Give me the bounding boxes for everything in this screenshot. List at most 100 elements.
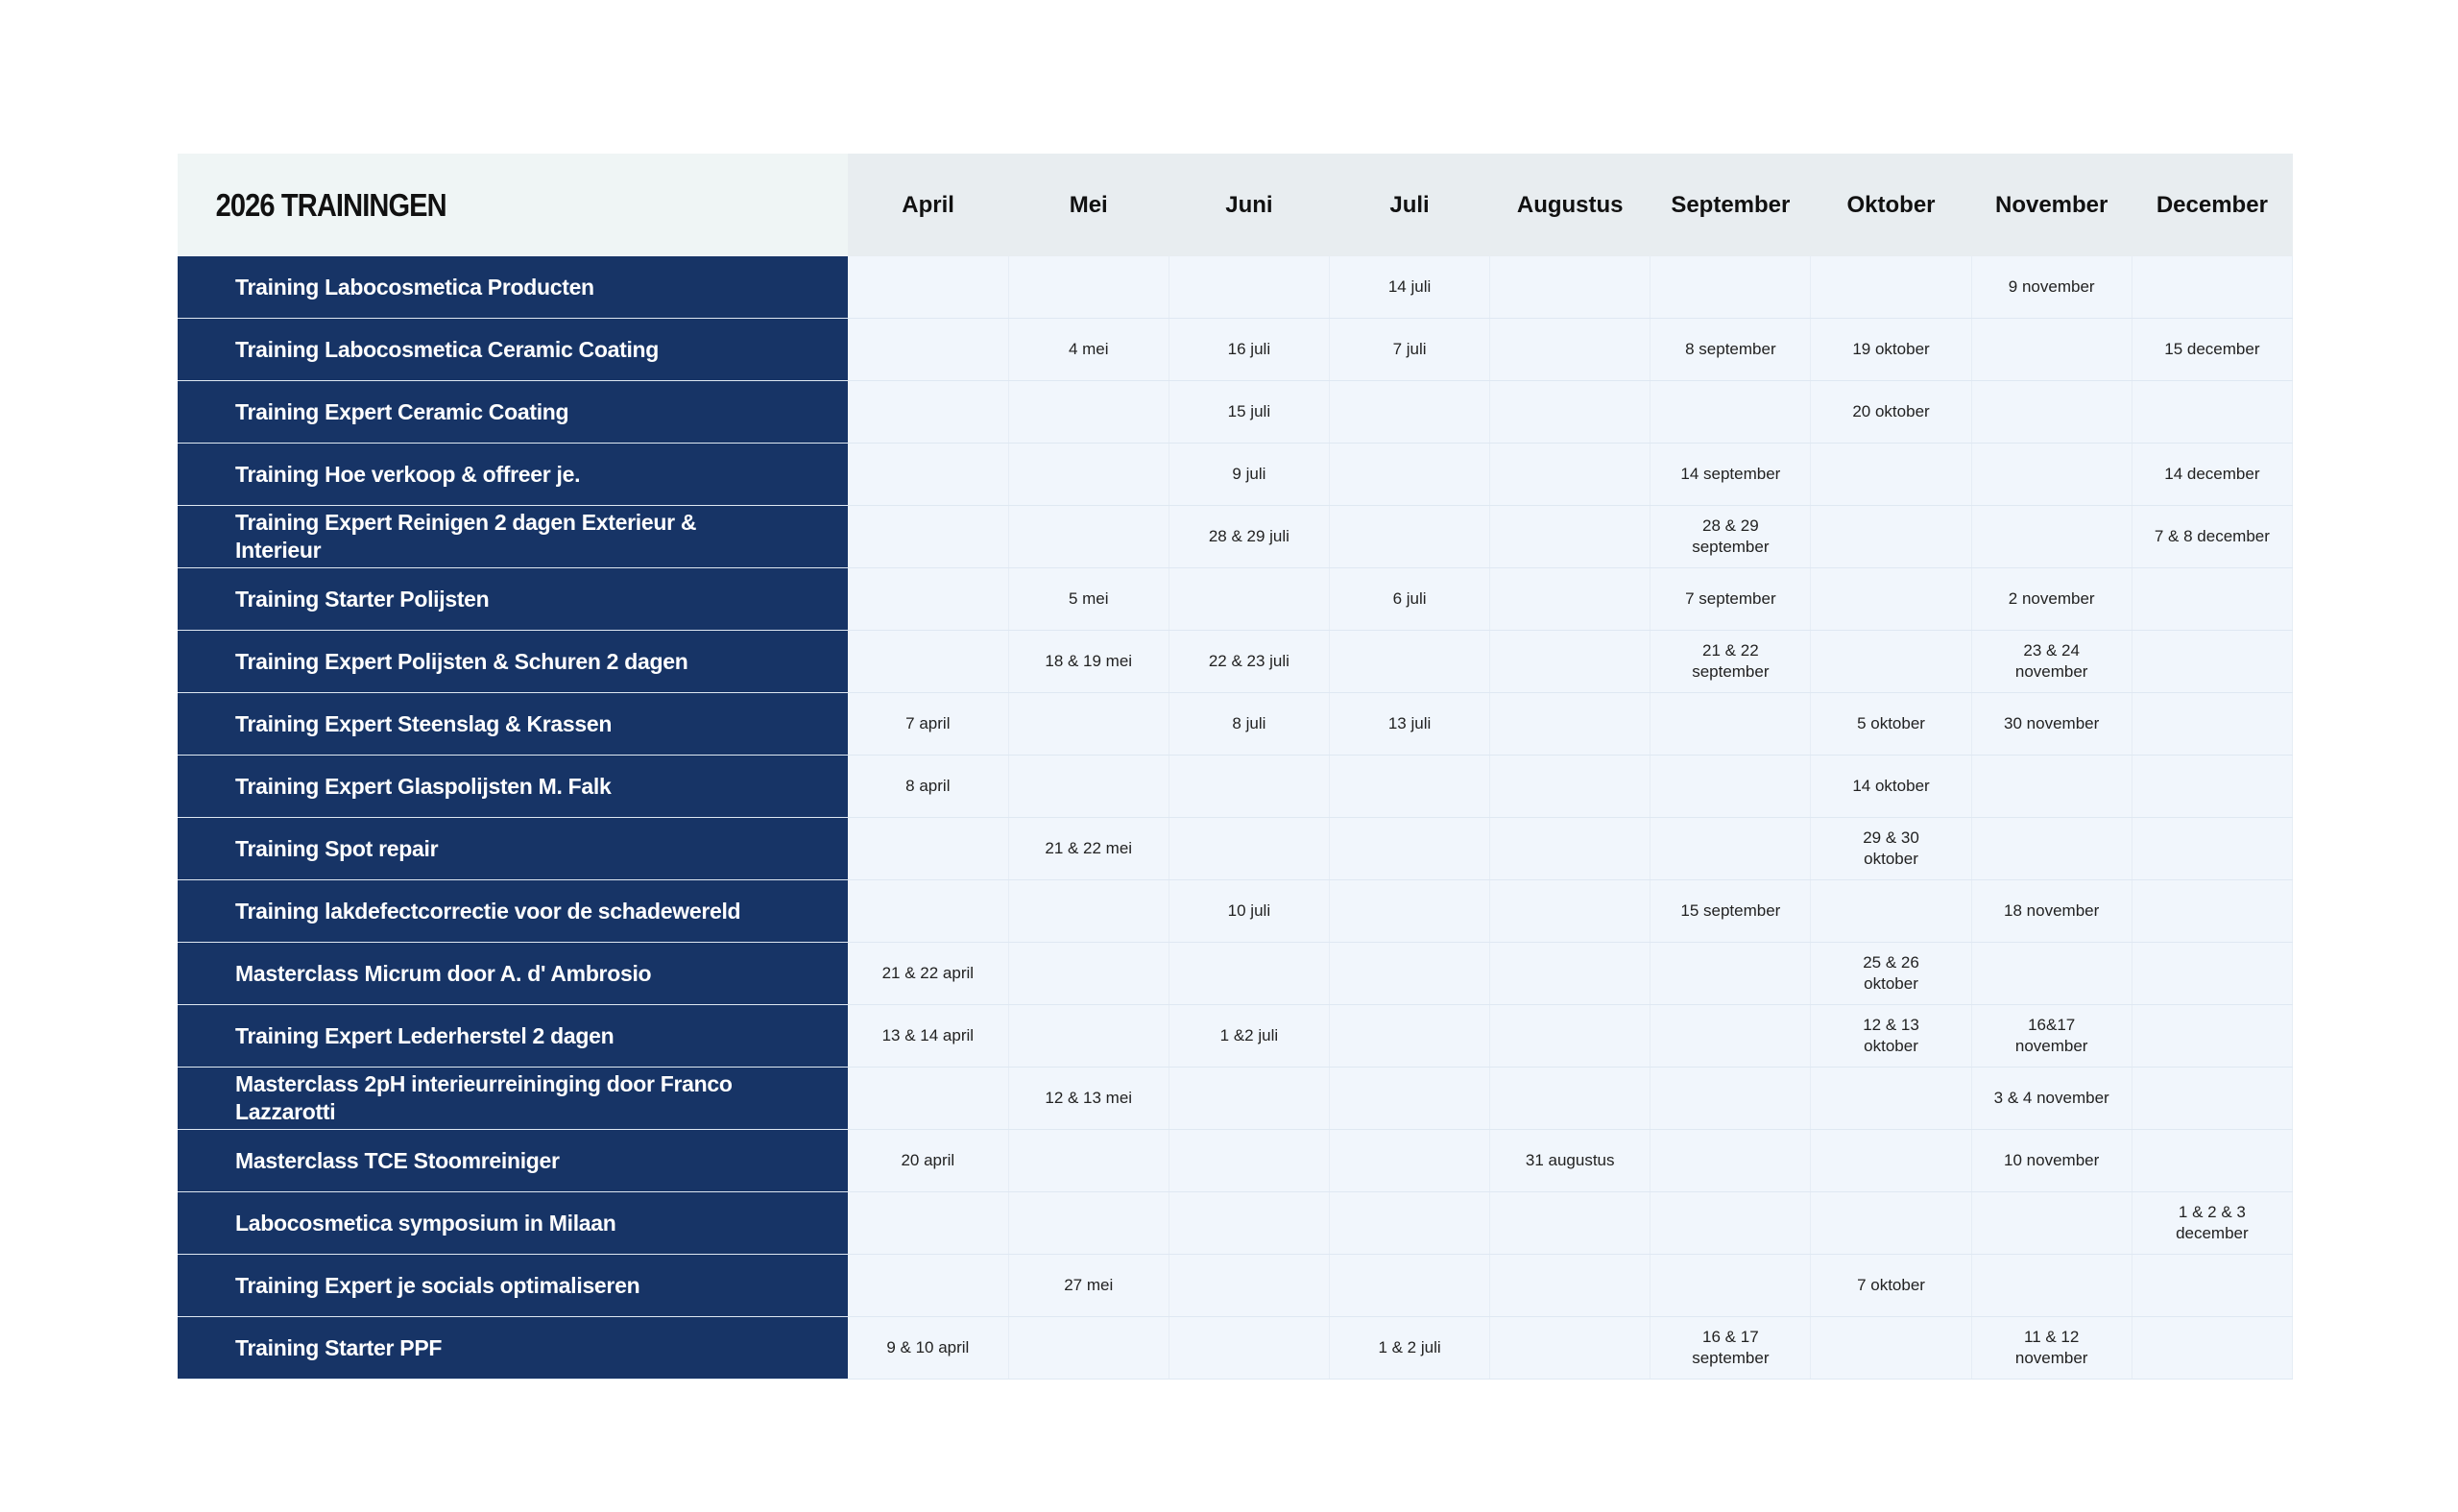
date-cell xyxy=(1489,755,1651,818)
date-cell: 15 september xyxy=(1650,879,1812,943)
date-cell: 14 december xyxy=(2132,443,2294,506)
date-cell xyxy=(848,380,1009,444)
date-cell: 10 november xyxy=(1971,1129,2133,1192)
training-name: Training Expert Glaspolijsten M. Falk xyxy=(235,773,612,799)
date-cell: 13 & 14 april xyxy=(848,1004,1009,1068)
date-cell: 25 & 26 oktober xyxy=(1810,942,1972,1005)
date-cell xyxy=(1650,1254,1812,1317)
date-value: 20 oktober xyxy=(1852,402,1930,420)
date-cell xyxy=(1971,380,2133,444)
training-name-cell: Masterclass 2pH interieurreininging door… xyxy=(178,1067,848,1130)
date-cell xyxy=(2132,755,2294,818)
training-name-cell: Training Expert Polijsten & Schuren 2 da… xyxy=(178,630,848,693)
training-name-cell: Training Hoe verkoop & offreer je. xyxy=(178,443,848,506)
table-row: Training Expert Polijsten & Schuren 2 da… xyxy=(178,630,2294,693)
date-cell xyxy=(2132,1067,2294,1130)
training-name: Training Starter Polijsten xyxy=(235,586,490,612)
date-cell xyxy=(848,817,1009,880)
date-cell xyxy=(1329,505,1491,568)
date-cell xyxy=(1971,942,2133,1005)
table-row: Training lakdefectcorrectie voor de scha… xyxy=(178,879,2294,943)
date-cell: 28 & 29 juli xyxy=(1169,505,1330,568)
month-header-augustus: Augustus xyxy=(1489,154,1651,256)
date-cell xyxy=(1169,942,1330,1005)
date-cell xyxy=(2132,1129,2294,1192)
date-cell xyxy=(1810,1316,1972,1380)
training-name: Masterclass TCE Stoomreiniger xyxy=(235,1147,560,1173)
table-row: Training Expert Glaspolijsten M. Falk 8 a… xyxy=(178,755,2294,818)
date-cell xyxy=(1810,256,1972,319)
date-cell xyxy=(1650,1004,1812,1068)
training-name: Training Expert je socials optimaliseren xyxy=(235,1272,640,1298)
training-name: Training lakdefectcorrectie voor de scha… xyxy=(235,898,741,924)
date-value: 2 november xyxy=(2008,589,2095,608)
date-cell: 28 & 29 september xyxy=(1650,505,1812,568)
date-cell xyxy=(1489,567,1651,631)
date-cell xyxy=(1489,1191,1651,1255)
training-name: Training Expert Ceramic Coating xyxy=(235,398,569,424)
date-value: 13 & 14 april xyxy=(881,1026,975,1044)
date-cell xyxy=(1489,1004,1651,1068)
date-value: 21 & 22 mei xyxy=(1045,839,1133,857)
date-cell: 9 & 10 april xyxy=(848,1316,1009,1380)
table-row: Training Expert je socials optimaliseren… xyxy=(178,1254,2294,1317)
date-cell xyxy=(1650,942,1812,1005)
date-cell xyxy=(1489,1254,1651,1317)
table-title: 2026 TRAININGEN xyxy=(215,186,447,223)
date-cell: 7 & 8 december xyxy=(2132,505,2294,568)
date-cell xyxy=(1810,879,1972,943)
date-cell xyxy=(1489,256,1651,319)
table-row: Masterclass TCE Stoomreiniger 20 april 31 … xyxy=(178,1129,2294,1192)
date-cell: 13 juli xyxy=(1329,692,1491,756)
date-cell xyxy=(848,1254,1009,1317)
training-name-cell: Training Starter PPF xyxy=(178,1316,848,1380)
date-cell xyxy=(1169,755,1330,818)
date-cell xyxy=(1329,879,1491,943)
date-cell xyxy=(2132,692,2294,756)
date-cell xyxy=(1810,567,1972,631)
date-cell: 31 augustus xyxy=(1489,1129,1651,1192)
training-name: Training Expert Steenslag & Krassen xyxy=(235,710,613,736)
date-cell: 16 & 17 september xyxy=(1650,1316,1812,1380)
date-value: 4 mei xyxy=(1068,340,1109,358)
table-body: Training Labocosmetica Producten 14 juli 9… xyxy=(178,256,2294,1380)
date-value: 10 juli xyxy=(1227,901,1271,920)
table-row: Training Hoe verkoop & offreer je. 9 juli… xyxy=(178,443,2294,506)
date-value: 10 november xyxy=(2004,1151,2100,1169)
date-value: 12 & 13 mei xyxy=(1045,1089,1133,1107)
date-cell xyxy=(2132,380,2294,444)
date-cell xyxy=(1329,1004,1491,1068)
date-cell: 14 oktober xyxy=(1810,755,1972,818)
date-cell: 1 & 2 & 3 december xyxy=(2132,1191,2294,1255)
date-cell xyxy=(1489,879,1651,943)
date-cell xyxy=(1810,443,1972,506)
training-name-cell: Training Labocosmetica Ceramic Coating xyxy=(178,318,848,381)
month-header-september: September xyxy=(1650,154,1811,256)
date-cell xyxy=(1489,318,1651,381)
date-cell xyxy=(2132,256,2294,319)
date-cell xyxy=(1810,1067,1972,1130)
date-cell xyxy=(1489,942,1651,1005)
date-value: 6 juli xyxy=(1392,589,1427,608)
date-cell xyxy=(1329,755,1491,818)
training-name: Training Labocosmetica Producten xyxy=(235,274,594,300)
date-value: 23 & 24 november xyxy=(2014,641,2088,681)
date-value: 27 mei xyxy=(1064,1276,1114,1294)
training-name-cell: Training Expert Lederherstel 2 dagen xyxy=(178,1004,848,1068)
date-cell: 14 juli xyxy=(1329,256,1491,319)
date-cell: 16&17 november xyxy=(1971,1004,2133,1068)
date-cell: 7 april xyxy=(848,692,1009,756)
date-cell xyxy=(2132,567,2294,631)
date-cell: 12 & 13 oktober xyxy=(1810,1004,1972,1068)
training-schedule-table: 2026 TRAININGEN April Mei Juni Juli Augustus… xyxy=(178,154,2294,1380)
date-cell: 5 oktober xyxy=(1810,692,1972,756)
date-cell xyxy=(1489,630,1651,693)
date-cell xyxy=(1971,443,2133,506)
training-name: Training Starter PPF xyxy=(235,1334,443,1360)
date-cell xyxy=(1169,567,1330,631)
date-cell: 23 & 24 november xyxy=(1971,630,2133,693)
date-cell xyxy=(848,256,1009,319)
date-value: 14 september xyxy=(1680,465,1781,483)
date-value: 14 juli xyxy=(1387,277,1432,296)
date-value: 25 & 26 oktober xyxy=(1863,953,1919,993)
